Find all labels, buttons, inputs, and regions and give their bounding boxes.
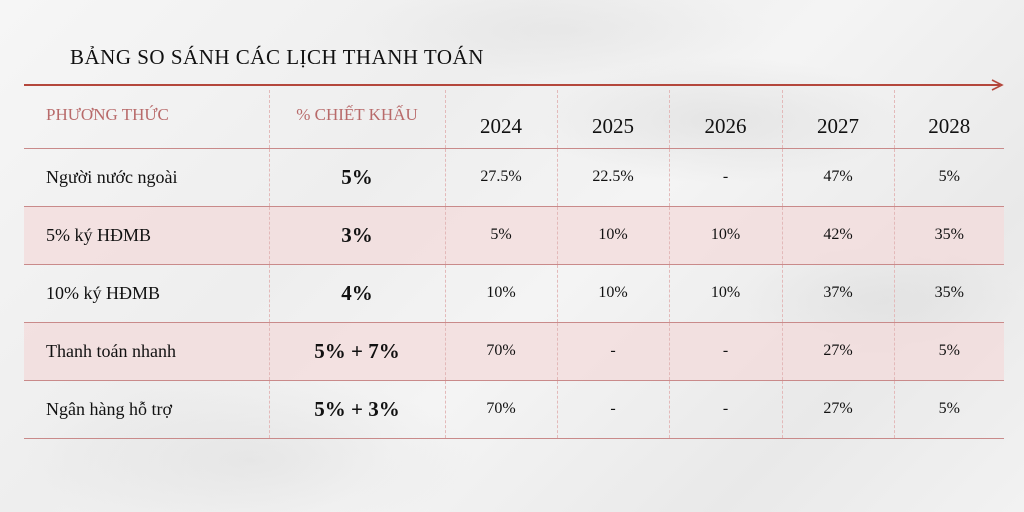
table-row: 10% ký HĐMB 4% 10% 10% 10% 37% 35%: [24, 264, 1004, 322]
row-method: Thanh toán nhanh: [24, 322, 269, 380]
row-value: 27.5%: [445, 148, 557, 206]
row-value: 70%: [445, 322, 557, 380]
row-value: 27%: [782, 322, 894, 380]
table-row: Thanh toán nhanh 5% + 7% 70% - - 27% 5%: [24, 322, 1004, 380]
row-value: -: [557, 380, 669, 438]
row-value: 35%: [894, 206, 1004, 264]
row-value: 5%: [894, 322, 1004, 380]
row-value: 42%: [782, 206, 894, 264]
row-value: 10%: [557, 264, 669, 322]
row-value: 5%: [894, 380, 1004, 438]
row-value: 10%: [669, 206, 782, 264]
row-method: Người nước ngoài: [24, 148, 269, 206]
row-value: 5%: [894, 148, 1004, 206]
table-row: Ngân hàng hỗ trợ 5% + 3% 70% - - 27% 5%: [24, 380, 1004, 438]
table-header-row: PHƯƠNG THỨC % CHIẾT KHẤU 2024 2025 2026 …: [24, 90, 1004, 148]
row-value: 37%: [782, 264, 894, 322]
row-discount: 4%: [269, 264, 445, 322]
row-discount: 5% + 3%: [269, 380, 445, 438]
row-value: -: [669, 148, 782, 206]
row-method: 5% ký HĐMB: [24, 206, 269, 264]
row-value: -: [669, 322, 782, 380]
row-value: 5%: [445, 206, 557, 264]
row-value: -: [669, 380, 782, 438]
header-year: 2025: [557, 90, 669, 148]
table-row: 5% ký HĐMB 3% 5% 10% 10% 42% 35%: [24, 206, 1004, 264]
row-discount: 3%: [269, 206, 445, 264]
row-value: 35%: [894, 264, 1004, 322]
header-year: 2024: [445, 90, 557, 148]
header-year: 2028: [894, 90, 1004, 148]
row-value: 22.5%: [557, 148, 669, 206]
row-value: 47%: [782, 148, 894, 206]
row-value: 10%: [557, 206, 669, 264]
page-title: BẢNG SO SÁNH CÁC LỊCH THANH TOÁN: [70, 45, 484, 70]
row-value: 10%: [445, 264, 557, 322]
header-discount: % CHIẾT KHẤU: [269, 90, 445, 148]
row-method: Ngân hàng hỗ trợ: [24, 380, 269, 438]
row-method: 10% ký HĐMB: [24, 264, 269, 322]
header-year: 2027: [782, 90, 894, 148]
payment-schedule-table: PHƯƠNG THỨC % CHIẾT KHẤU 2024 2025 2026 …: [24, 90, 1004, 439]
header-method: PHƯƠNG THỨC: [24, 90, 269, 148]
header-year: 2026: [669, 90, 782, 148]
table-row: Người nước ngoài 5% 27.5% 22.5% - 47% 5%: [24, 148, 1004, 206]
row-value: 27%: [782, 380, 894, 438]
row-value: 10%: [669, 264, 782, 322]
row-value: 70%: [445, 380, 557, 438]
row-value: -: [557, 322, 669, 380]
row-discount: 5%: [269, 148, 445, 206]
row-discount: 5% + 7%: [269, 322, 445, 380]
